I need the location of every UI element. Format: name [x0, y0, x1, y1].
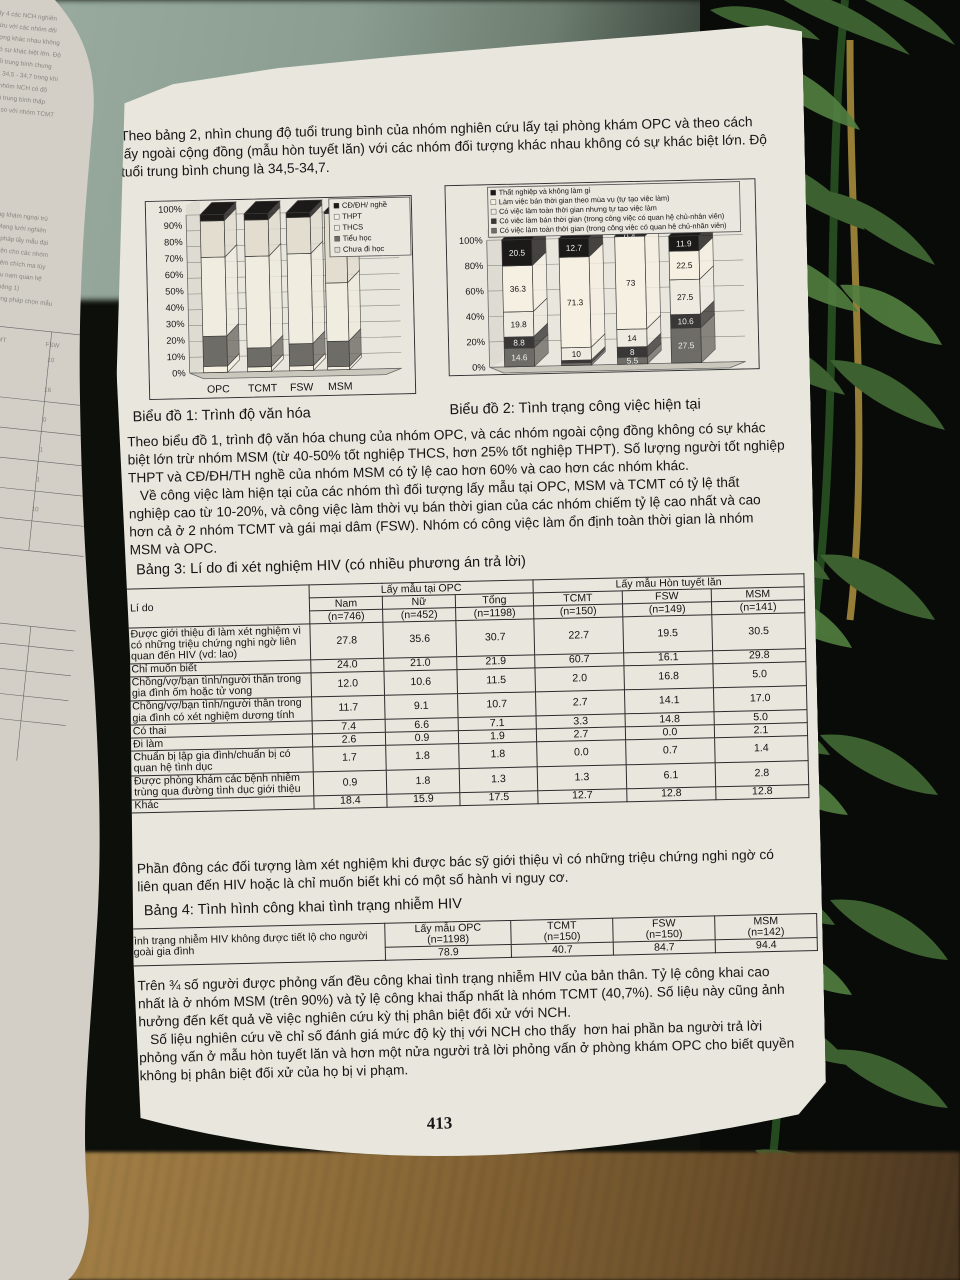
svg-text:FSW: FSW: [290, 381, 314, 394]
svg-text:19.8: 19.8: [510, 319, 527, 329]
svg-text:14.6: 14.6: [511, 352, 528, 362]
svg-text:FSW: FSW: [45, 341, 60, 349]
svg-text:90%: 90%: [164, 221, 183, 231]
svg-text:MSM: MSM: [328, 380, 353, 393]
svg-text:40%: 40%: [466, 312, 485, 322]
svg-text:50%: 50%: [165, 286, 184, 296]
svg-text:20.5: 20.5: [509, 247, 526, 257]
svg-text:60%: 60%: [465, 286, 484, 296]
svg-text:THCS: THCS: [342, 222, 363, 231]
svg-text:8.8: 8.8: [513, 337, 525, 347]
svg-text:60%: 60%: [165, 270, 184, 280]
svg-text:THPT: THPT: [342, 211, 362, 220]
svg-text:0%: 0%: [472, 362, 486, 372]
svg-text:10.6: 10.6: [677, 316, 694, 326]
svg-text:20%: 20%: [466, 337, 485, 347]
svg-text:80%: 80%: [164, 237, 183, 247]
svg-text:MSM: MSM: [672, 373, 697, 376]
svg-text:10: 10: [47, 357, 55, 365]
svg-text:70%: 70%: [164, 253, 183, 263]
svg-text:8: 8: [630, 347, 635, 357]
svg-text:10%: 10%: [167, 352, 186, 362]
svg-text:10: 10: [572, 349, 582, 359]
svg-text:FSW: FSW: [615, 374, 639, 375]
svg-text:OPC: OPC: [207, 383, 230, 396]
svg-text:TCMT: TCMT: [248, 382, 278, 395]
svg-text:40%: 40%: [165, 303, 184, 313]
svg-text:73: 73: [626, 278, 636, 288]
svg-text:CĐ/ĐH/ nghề: CĐ/ĐH/ nghề: [342, 200, 387, 210]
svg-text:16: 16: [44, 386, 52, 394]
svg-text:100%: 100%: [158, 204, 182, 215]
svg-text:27.5: 27.5: [677, 292, 694, 302]
svg-text:22.5: 22.5: [676, 260, 693, 270]
svg-text:80%: 80%: [465, 261, 484, 271]
svg-text:36.3: 36.3: [510, 284, 527, 294]
svg-text:0%: 0%: [172, 368, 186, 378]
svg-text:11.9: 11.9: [676, 238, 692, 248]
svg-text:20%: 20%: [166, 335, 185, 345]
svg-text:71.3: 71.3: [567, 297, 584, 307]
svg-text:Tiểu học: Tiểu học: [343, 233, 372, 243]
svg-text:Chưa đi học: Chưa đi học: [343, 244, 385, 254]
svg-text:TCMT: TCMT: [0, 335, 7, 344]
svg-text:30%: 30%: [166, 319, 185, 329]
svg-text:14: 14: [627, 333, 637, 343]
svg-text:10: 10: [31, 506, 39, 514]
svg-text:12.7: 12.7: [566, 242, 583, 252]
svg-text:27.5: 27.5: [678, 340, 695, 350]
svg-text:100%: 100%: [459, 235, 483, 246]
